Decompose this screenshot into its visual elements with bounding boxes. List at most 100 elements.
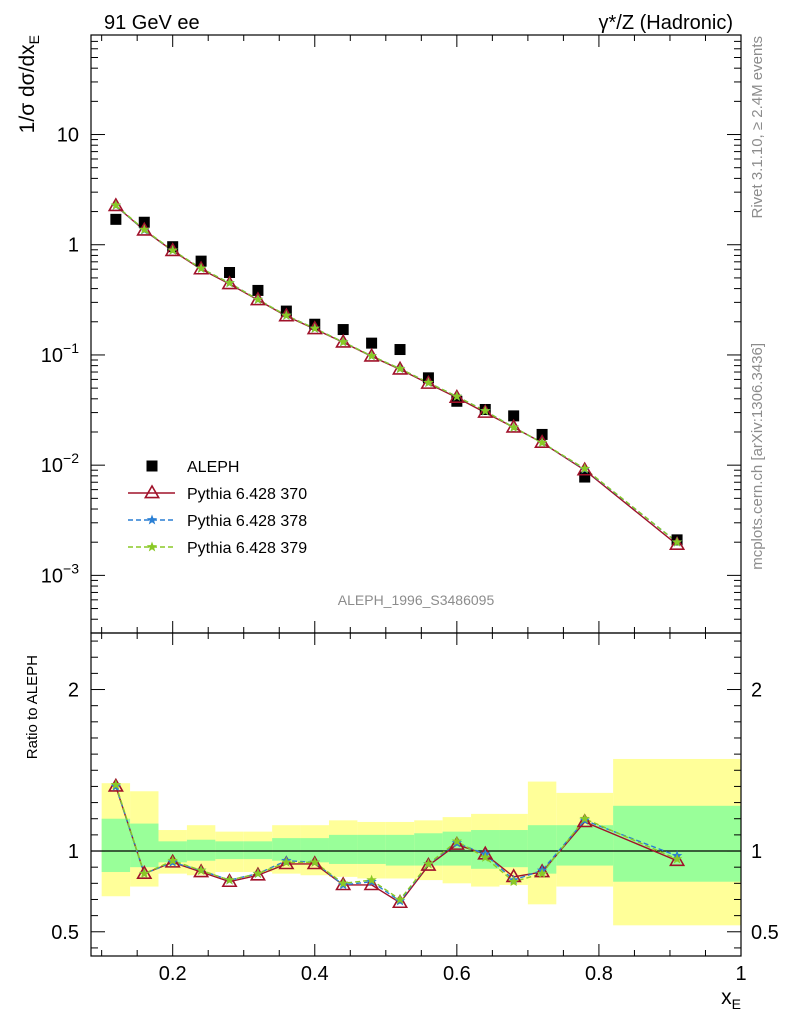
ratio-point-s2-12 xyxy=(451,835,463,846)
ratio-point-s0-6 xyxy=(278,855,295,870)
ratio-point-s2-8 xyxy=(337,877,349,888)
ratio-content xyxy=(91,758,741,926)
point-s0-5 xyxy=(252,284,264,296)
ratio-point-s2-15 xyxy=(536,868,548,879)
ratio-point-s0-10 xyxy=(391,894,409,909)
point-s3-11 xyxy=(423,377,434,388)
band-inner-2 xyxy=(158,841,187,863)
ratio-point-s0-11 xyxy=(420,856,437,871)
legend: ALEPH Pythia 6.428 370 Pythia 6.428 378 Pyt… xyxy=(128,459,307,557)
point-s0-9 xyxy=(366,337,378,349)
ratio-frame xyxy=(90,632,742,957)
point-s1-17 xyxy=(669,536,686,551)
point-s3-7 xyxy=(309,322,320,333)
legend-marker-0 xyxy=(146,460,158,472)
point-s3-6 xyxy=(281,310,292,320)
ratio-ytick-label-right: 2 xyxy=(751,680,762,702)
main-panel: 10 1 10−1 10−2 10−3 1/σ dσ/dxE ALEPH Pythia 6.4… xyxy=(16,34,742,634)
point-s0-8 xyxy=(337,324,349,336)
band-inner-3 xyxy=(186,839,216,861)
ratio-point-s2-9 xyxy=(366,874,377,885)
band-inner-0 xyxy=(101,818,131,873)
point-s3-16 xyxy=(579,463,590,474)
point-s3-15 xyxy=(536,437,548,448)
point-s3-4 xyxy=(224,277,235,288)
ratio-point-s2-16 xyxy=(579,813,590,824)
analysis-watermark: ALEPH_1996_S3486095 xyxy=(338,592,495,608)
ratio-point-s2-2 xyxy=(167,855,178,866)
ratio-point-s0-4 xyxy=(221,873,238,888)
point-s3-1 xyxy=(139,224,150,235)
ratio-point-s2-7 xyxy=(309,856,320,867)
point-s0-12 xyxy=(451,395,463,407)
legend-label-1: Pythia 6.428 370 xyxy=(187,486,307,503)
band-inner-16 xyxy=(556,825,614,866)
ratio-point-s2-3 xyxy=(195,864,207,875)
ratio-point-s0-12 xyxy=(448,835,465,850)
band-inner-9 xyxy=(357,834,386,864)
ratio-point-s2-5 xyxy=(252,868,264,879)
legend-label-3: Pythia 6.428 379 xyxy=(187,540,307,557)
header-left: 91 GeV ee xyxy=(104,12,200,34)
legend-marker-3 xyxy=(146,541,158,552)
main-series-group xyxy=(107,197,686,551)
point-s3-3 xyxy=(195,262,207,273)
ratio-point-s0-3 xyxy=(193,863,210,878)
ratio-point-s2-6 xyxy=(281,856,292,867)
main-ytick-label: 10−2 xyxy=(41,450,79,477)
header-right: γ*/Z (Hadronic) xyxy=(599,12,733,34)
band-inner-1 xyxy=(130,823,159,868)
ratio-xtick-label: 0.2 xyxy=(159,963,187,985)
point-s3-5 xyxy=(252,294,264,305)
band-inner-6 xyxy=(272,838,301,861)
ratio-point-s2-0 xyxy=(110,779,122,790)
point-s1-12 xyxy=(448,389,465,403)
ratio-xlabel: xE xyxy=(721,986,741,1012)
band-inner-17 xyxy=(613,805,741,882)
point-s3-9 xyxy=(366,350,377,361)
main-ytick-label: 1 xyxy=(68,235,79,257)
band-inner-14 xyxy=(499,830,528,868)
main-ytick-label: 10−1 xyxy=(41,340,79,367)
point-s3-17 xyxy=(671,536,683,547)
band-inner-8 xyxy=(328,834,358,864)
ratio-point-s2-13 xyxy=(480,851,491,862)
main-ylabel: 1/σ dσ/dxE xyxy=(16,35,42,133)
ratio-point-s2-17 xyxy=(671,853,683,864)
ratio-xtick-label: 0.4 xyxy=(301,963,329,985)
point-s0-4 xyxy=(224,266,236,278)
ratio-point-s2-4 xyxy=(224,874,235,885)
point-s0-16 xyxy=(579,471,591,483)
ratio-point-s0-5 xyxy=(249,866,266,881)
point-s1-16 xyxy=(576,461,593,476)
ratio-xtick-label: 1 xyxy=(735,963,746,985)
point-s3-0 xyxy=(110,199,122,210)
ratio-point-s2-10 xyxy=(394,893,406,904)
ratio-xtick-label: 0.8 xyxy=(585,963,613,985)
point-s3-14 xyxy=(508,421,519,432)
ratio-ytick-label-right: 0.5 xyxy=(751,922,779,944)
mcplots-label: mcplots.cern.ch [arXiv:1306.3436] xyxy=(749,343,766,570)
ratio-point-s2-1 xyxy=(139,868,150,879)
rivet-label: Rivet 3.1.10, ≥ 2.4M events xyxy=(749,36,766,219)
legend-label-2: Pythia 6.428 378 xyxy=(187,513,307,530)
ratio-ylabel: Ratio to ALEPH xyxy=(24,655,41,759)
band-inner-4 xyxy=(215,841,244,860)
ratio-line-0 xyxy=(115,786,678,904)
ratio-xtick-label: 0.6 xyxy=(443,963,471,985)
point-s3-13 xyxy=(480,405,491,416)
ratio-point-s0-9 xyxy=(363,876,380,891)
ratio-point-s2-14 xyxy=(508,876,519,887)
point-s3-10 xyxy=(394,363,406,374)
ratio-point-s0-15 xyxy=(534,863,551,878)
ratio-line-2 xyxy=(115,784,678,901)
legend-label-0: ALEPH xyxy=(187,459,239,476)
point-s1-13 xyxy=(477,403,494,418)
ratio-ytick-label-right: 1 xyxy=(751,841,762,863)
ratio-point-s2-11 xyxy=(423,858,434,869)
point-s3-12 xyxy=(451,390,463,401)
point-s3-8 xyxy=(337,336,349,347)
point-s3-2 xyxy=(167,244,178,255)
